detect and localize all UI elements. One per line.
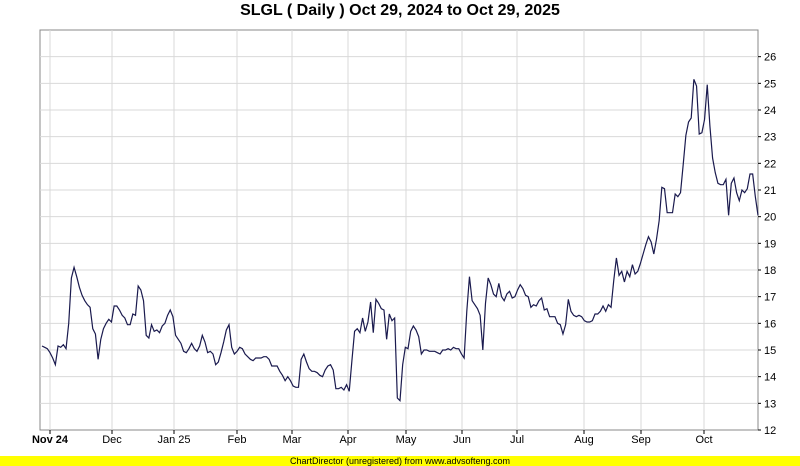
y-tick-label: 17 [764, 292, 776, 304]
x-tick-label: May [396, 434, 417, 446]
y-tick-label: 13 [764, 398, 776, 410]
y-tick-label: 23 [764, 132, 776, 144]
y-tick-label: 24 [764, 105, 776, 117]
y-tick-label: 25 [764, 78, 776, 90]
y-axis: 12 13 14 15 16 17 18 19 20 21 22 23 24 25 26 [758, 52, 776, 437]
x-axis: Nov 24 Dec Jan 25 Feb Mar Apr May Jun Jul Aug Sep O… [32, 430, 713, 446]
y-tick-label: 16 [764, 318, 776, 330]
x-tick-label: Oct [695, 434, 712, 446]
y-tick-label: 18 [764, 265, 776, 277]
chart-title: SLGL ( Daily ) Oct 29, 2024 to Oct 29, 2… [240, 2, 560, 19]
y-tick-label: 26 [764, 52, 776, 64]
x-tick-label: Mar [283, 434, 302, 446]
grid-lines [40, 30, 758, 430]
footer-text: ChartDirector (unregistered) from www.ad… [289, 456, 511, 466]
y-tick-label: 22 [764, 158, 776, 170]
x-tick-label: Aug [574, 434, 594, 446]
x-tick-label: Apr [339, 434, 356, 446]
footer-bar [0, 456, 800, 466]
y-tick-label: 21 [764, 185, 776, 197]
x-tick-label: Jan 25 [157, 434, 190, 446]
x-tick-label: Jun [453, 434, 471, 446]
y-tick-label: 15 [764, 345, 776, 357]
y-tick-label: 12 [764, 425, 776, 437]
x-tick-label: Nov 24 [32, 434, 69, 446]
x-tick-label: Dec [102, 434, 122, 446]
price-line [41, 79, 759, 403]
x-tick-label: Sep [631, 434, 651, 446]
x-tick-label: Feb [228, 434, 247, 446]
plot-area [39, 29, 759, 431]
y-tick-label: 20 [764, 212, 776, 224]
y-tick-label: 19 [764, 238, 776, 250]
x-tick-label: Jul [510, 434, 524, 446]
y-tick-label: 14 [764, 372, 776, 384]
